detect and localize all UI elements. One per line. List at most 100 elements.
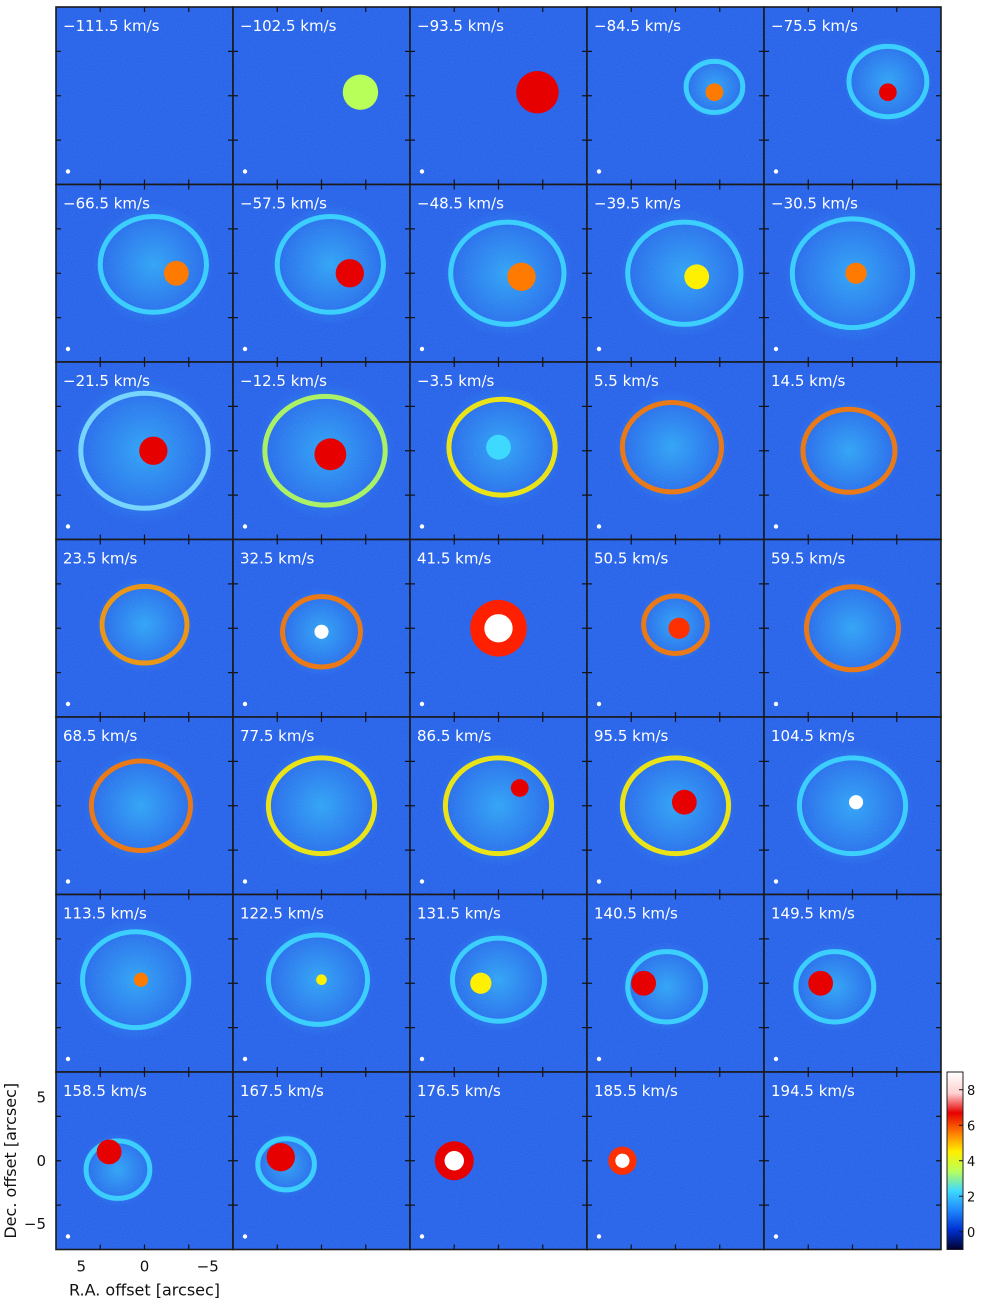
colorbar: 0 2 4 6 8 (946, 1071, 975, 1250)
emission-ring (446, 396, 558, 498)
beam-marker (596, 701, 602, 707)
x-tick-label: 0 (140, 1258, 150, 1276)
beam-marker (419, 1234, 425, 1239)
emission-ring (803, 584, 902, 673)
emission-halo (95, 575, 194, 674)
channel-panel: 149.5 km/s (763, 893, 942, 1073)
velocity-label: −21.5 km/s (63, 372, 150, 390)
velocity-label: 59.5 km/s (771, 550, 846, 568)
channel-panel: 122.5 km/s (232, 893, 411, 1073)
emission-ring (265, 932, 371, 1027)
velocity-label: 23.5 km/s (63, 550, 138, 568)
beam-marker (419, 701, 425, 707)
beam-marker (65, 1056, 71, 1062)
emission-peak (342, 74, 379, 110)
emission-core (444, 1151, 464, 1171)
x-tick-label: −5 (197, 1258, 219, 1276)
emission-peak (163, 260, 189, 286)
emission-peak (631, 970, 657, 996)
channel-panel: 5.5 km/s (586, 361, 765, 541)
channel-panel: −111.5 km/s (55, 6, 234, 186)
emission-peak (335, 259, 364, 288)
velocity-label: −3.5 km/s (417, 372, 495, 390)
emission-ring (619, 755, 732, 857)
velocity-label: −66.5 km/s (63, 195, 150, 213)
velocity-label: −39.5 km/s (594, 195, 681, 213)
emission-peak (486, 434, 511, 460)
channel-panel: 113.5 km/s (55, 893, 234, 1073)
emission-peak (516, 70, 559, 114)
velocity-label: 149.5 km/s (771, 905, 855, 923)
y-tick-label: 5 (36, 1088, 46, 1106)
emission-ring (80, 929, 192, 1031)
emission-halo (790, 941, 880, 1032)
velocity-label: 95.5 km/s (594, 727, 669, 745)
emission-halo (260, 744, 383, 867)
velocity-label: 104.5 km/s (771, 727, 855, 745)
channel-panel: −84.5 km/s (586, 6, 765, 186)
velocity-label: −75.5 km/s (771, 17, 858, 35)
channel-panel: 32.5 km/s (232, 538, 411, 718)
velocity-label: −30.5 km/s (771, 195, 858, 213)
y-tick-label: 0 (36, 1152, 46, 1170)
velocity-label: −48.5 km/s (417, 195, 504, 213)
emission-halo (614, 390, 729, 505)
beam-marker (242, 1234, 248, 1239)
emission-halo (92, 203, 215, 326)
channel-panel: 14.5 km/s (763, 361, 942, 541)
beam-marker (773, 169, 779, 174)
emission-peak (314, 438, 347, 471)
channel-panel: −57.5 km/s (232, 183, 411, 363)
channel-panel: −102.5 km/s (232, 6, 411, 186)
emission-halo (843, 36, 933, 127)
channel-panel: 41.5 km/s (409, 538, 588, 718)
beam-marker (65, 346, 71, 352)
beam-marker (596, 169, 602, 174)
velocity-label: 167.5 km/s (240, 1082, 324, 1100)
beam-marker (242, 524, 248, 529)
emission-peak (470, 972, 492, 994)
beam-marker (419, 1056, 425, 1062)
channel-panel: −12.5 km/s (232, 361, 411, 541)
beam-marker (65, 524, 71, 529)
channel-panel: 185.5 km/s (586, 1071, 765, 1251)
beam-marker (773, 879, 779, 884)
emission-ring (641, 593, 710, 656)
channel-panel: −3.5 km/s (409, 361, 588, 541)
channel-panel: −93.5 km/s (409, 6, 588, 186)
velocity-label: 68.5 km/s (63, 727, 138, 745)
channel-panel: 167.5 km/s (232, 1071, 411, 1251)
velocity-label: 14.5 km/s (771, 372, 846, 390)
emission-peak (705, 83, 724, 102)
panel-noise (56, 7, 233, 185)
beam-marker (773, 346, 779, 352)
colorbar-tick-label: 8 (967, 1084, 975, 1099)
velocity-label: 32.5 km/s (240, 550, 315, 568)
colorbar-tick-label: 2 (967, 1190, 975, 1205)
emission-ring (262, 393, 388, 508)
emission-halo (83, 748, 198, 863)
emission-ring (99, 583, 190, 666)
channel-panel: 23.5 km/s (55, 538, 234, 718)
axes: 5 0 −5 5 0 −5 R.A. offset [arcsec] Dec. offset … (1, 1083, 220, 1299)
velocity-label: 86.5 km/s (417, 727, 492, 745)
emission-ring (78, 390, 211, 511)
beam-marker (65, 1234, 71, 1239)
emission-ring (449, 935, 548, 1024)
colorbar-tick-label: 6 (967, 1119, 975, 1134)
emission-halo (445, 926, 552, 1033)
velocity-label: −111.5 km/s (63, 17, 160, 35)
channel-panel: −66.5 km/s (55, 183, 234, 363)
beam-marker (242, 701, 248, 707)
emission-peak (510, 779, 529, 797)
emission-peak (808, 970, 834, 996)
beam-marker (773, 1234, 779, 1239)
emission-ring (448, 219, 567, 327)
channel-panel: 86.5 km/s (409, 716, 588, 896)
beam-marker (242, 879, 248, 884)
emission-ring (274, 213, 386, 315)
x-axis-label: R.A. offset [arcsec] (69, 1281, 220, 1299)
velocity-label: 140.5 km/s (594, 905, 678, 923)
channel-panel: 50.5 km/s (586, 538, 765, 718)
